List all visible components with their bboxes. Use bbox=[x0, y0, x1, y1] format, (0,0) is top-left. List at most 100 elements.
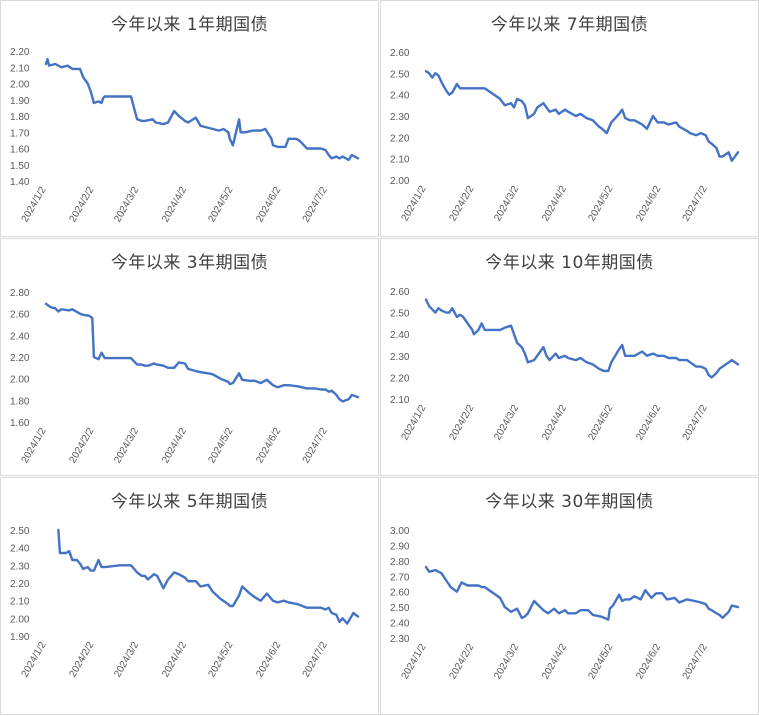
x-tick-label: 2024/2/2 bbox=[447, 642, 476, 682]
y-tick-label: 2.00 bbox=[10, 80, 30, 91]
line-chart-5y: 1.90 2.00 2.10 2.20 2.30 2.40 2.50 2024/1/2 2024… bbox=[10, 526, 360, 680]
line-chart-30y: 2.30 2.40 2.50 2.60 2.70 2.80 2.90 3.00 2024/1/2… bbox=[390, 526, 740, 682]
y-tick-label: 1.70 bbox=[10, 128, 30, 139]
x-tick-label: 2024/5/2 bbox=[206, 185, 235, 225]
chart-panel-3y: 今年以来 3年期国债 1.60 1.80 2.00 2.20 2.40 2.60 2.80 2… bbox=[0, 238, 379, 476]
x-tick-label: 2024/7/2 bbox=[681, 403, 710, 443]
x-tick-label: 2024/4/2 bbox=[540, 642, 569, 682]
x-tick-label: 2024/3/2 bbox=[492, 403, 521, 443]
x-tick-label: 2024/5/2 bbox=[206, 426, 235, 466]
y-tick-label: 2.20 bbox=[390, 133, 410, 144]
x-tick-label: 2024/6/2 bbox=[254, 185, 283, 225]
y-tick-label: 1.50 bbox=[10, 161, 30, 172]
x-tick-label: 2024/5/2 bbox=[586, 642, 615, 682]
x-tick-label: 2024/4/2 bbox=[160, 426, 189, 466]
x-tick-label: 2024/5/2 bbox=[206, 640, 235, 680]
y-tick-label: 2.10 bbox=[390, 395, 410, 406]
y-tick-label: 1.80 bbox=[10, 396, 30, 407]
y-tick-label: 2.10 bbox=[10, 63, 30, 74]
series-line bbox=[424, 565, 740, 621]
chart-title: 今年以来 5年期国债 bbox=[110, 492, 269, 512]
line-chart-10y: 2.10 2.20 2.30 2.40 2.50 2.60 2024/1/2 2024/2/2… bbox=[390, 287, 740, 443]
x-tick-label: 2024/6/2 bbox=[254, 640, 283, 680]
y-tick-label: 2.70 bbox=[390, 572, 410, 583]
line-chart-7y: 2.00 2.10 2.20 2.30 2.40 2.50 2.60 2024/1/2 2024… bbox=[390, 48, 740, 224]
x-tick-label: 2024/3/2 bbox=[112, 185, 141, 225]
series-line bbox=[44, 57, 360, 162]
x-tick-label: 2024/1/2 bbox=[400, 403, 429, 443]
x-tick-label: 2024/2/2 bbox=[67, 640, 96, 680]
x-tick-label: 2024/3/2 bbox=[112, 426, 141, 466]
x-tick-label: 2024/7/2 bbox=[301, 426, 330, 466]
chart-title: 今年以来 3年期国债 bbox=[110, 253, 269, 273]
y-tick-label: 2.00 bbox=[10, 375, 30, 386]
x-tick-label: 2024/7/2 bbox=[681, 184, 710, 224]
y-tick-label: 2.20 bbox=[10, 579, 30, 590]
x-tick-label: 2024/5/2 bbox=[586, 403, 615, 443]
y-tick-label: 1.90 bbox=[10, 96, 30, 107]
y-tick-label: 3.00 bbox=[390, 526, 410, 537]
x-tick-label: 2024/1/2 bbox=[20, 185, 49, 225]
chart-title: 今年以来 7年期国债 bbox=[490, 15, 649, 35]
chart-title: 今年以来 1年期国债 bbox=[110, 15, 269, 35]
x-tick-label: 2024/3/2 bbox=[112, 640, 141, 680]
x-tick-label: 2024/2/2 bbox=[447, 403, 476, 443]
y-tick-label: 2.30 bbox=[10, 561, 30, 572]
y-tick-label: 2.80 bbox=[10, 288, 30, 299]
y-tick-label: 2.40 bbox=[10, 331, 30, 342]
y-tick-label: 2.20 bbox=[390, 373, 410, 384]
y-tick-label: 2.60 bbox=[390, 588, 410, 599]
y-tick-label: 2.00 bbox=[10, 614, 30, 625]
series-line bbox=[424, 298, 740, 379]
chart-panel-1y: 今年以来 1年期国债 1.40 1.50 1.60 1.70 1.80 1.90 2.00 2… bbox=[0, 0, 379, 237]
x-tick-label: 2024/6/2 bbox=[634, 403, 663, 443]
x-tick-label: 2024/1/2 bbox=[400, 184, 429, 224]
chart-title: 今年以来 30年期国债 bbox=[485, 492, 654, 512]
y-tick-label: 2.80 bbox=[390, 557, 410, 568]
y-tick-label: 1.80 bbox=[10, 112, 30, 123]
line-chart-1y: 1.40 1.50 1.60 1.70 1.80 1.90 2.00 2.10 2.20 2024… bbox=[10, 47, 360, 225]
y-tick-label: 1.90 bbox=[10, 632, 30, 643]
y-tick-label: 2.40 bbox=[10, 544, 30, 555]
y-tick-label: 2.30 bbox=[390, 352, 410, 363]
x-tick-label: 2024/4/2 bbox=[160, 185, 189, 225]
x-tick-label: 2024/3/2 bbox=[492, 642, 521, 682]
y-tick-label: 2.10 bbox=[390, 155, 410, 166]
y-tick-label: 2.20 bbox=[10, 353, 30, 364]
y-tick-label: 2.50 bbox=[390, 603, 410, 614]
x-tick-label: 2024/6/2 bbox=[634, 642, 663, 682]
x-tick-label: 2024/6/2 bbox=[634, 184, 663, 224]
y-tick-label: 2.30 bbox=[390, 112, 410, 123]
y-tick-label: 2.60 bbox=[10, 310, 30, 321]
x-tick-label: 2024/5/2 bbox=[586, 184, 615, 224]
x-tick-label: 2024/7/2 bbox=[681, 642, 710, 682]
x-tick-label: 2024/4/2 bbox=[160, 640, 189, 680]
y-tick-label: 2.60 bbox=[390, 48, 410, 59]
x-tick-label: 2024/1/2 bbox=[20, 426, 49, 466]
x-tick-label: 2024/7/2 bbox=[301, 185, 330, 225]
x-tick-label: 2024/1/2 bbox=[20, 640, 49, 680]
y-tick-label: 2.50 bbox=[390, 69, 410, 80]
y-tick-label: 2.60 bbox=[390, 287, 410, 298]
chart-panel-10y: 今年以来 10年期国债 2.10 2.20 2.30 2.40 2.50 2.60 2024… bbox=[380, 238, 759, 476]
chart-panel-7y: 今年以来 7年期国债 2.00 2.10 2.20 2.30 2.40 2.50 2.60 2… bbox=[380, 0, 759, 237]
x-tick-label: 2024/2/2 bbox=[67, 185, 96, 225]
x-tick-label: 2024/3/2 bbox=[492, 184, 521, 224]
y-tick-label: 2.00 bbox=[390, 176, 410, 187]
x-tick-label: 2024/6/2 bbox=[254, 426, 283, 466]
y-tick-label: 2.40 bbox=[390, 330, 410, 341]
x-tick-label: 2024/4/2 bbox=[540, 184, 569, 224]
series-line bbox=[44, 302, 360, 403]
series-line bbox=[424, 69, 740, 163]
y-tick-label: 2.40 bbox=[390, 619, 410, 630]
y-tick-label: 2.50 bbox=[390, 309, 410, 320]
y-tick-label: 2.10 bbox=[10, 597, 30, 608]
chart-panel-5y: 今年以来 5年期国债 1.90 2.00 2.10 2.20 2.30 2.40 2.50 2… bbox=[0, 477, 379, 715]
x-tick-label: 2024/2/2 bbox=[67, 426, 96, 466]
x-tick-label: 2024/4/2 bbox=[540, 403, 569, 443]
x-tick-label: 2024/1/2 bbox=[400, 642, 429, 682]
x-tick-label: 2024/2/2 bbox=[447, 184, 476, 224]
y-tick-label: 1.60 bbox=[10, 145, 30, 156]
x-tick-label: 2024/7/2 bbox=[301, 640, 330, 680]
y-tick-label: 1.40 bbox=[10, 177, 30, 188]
